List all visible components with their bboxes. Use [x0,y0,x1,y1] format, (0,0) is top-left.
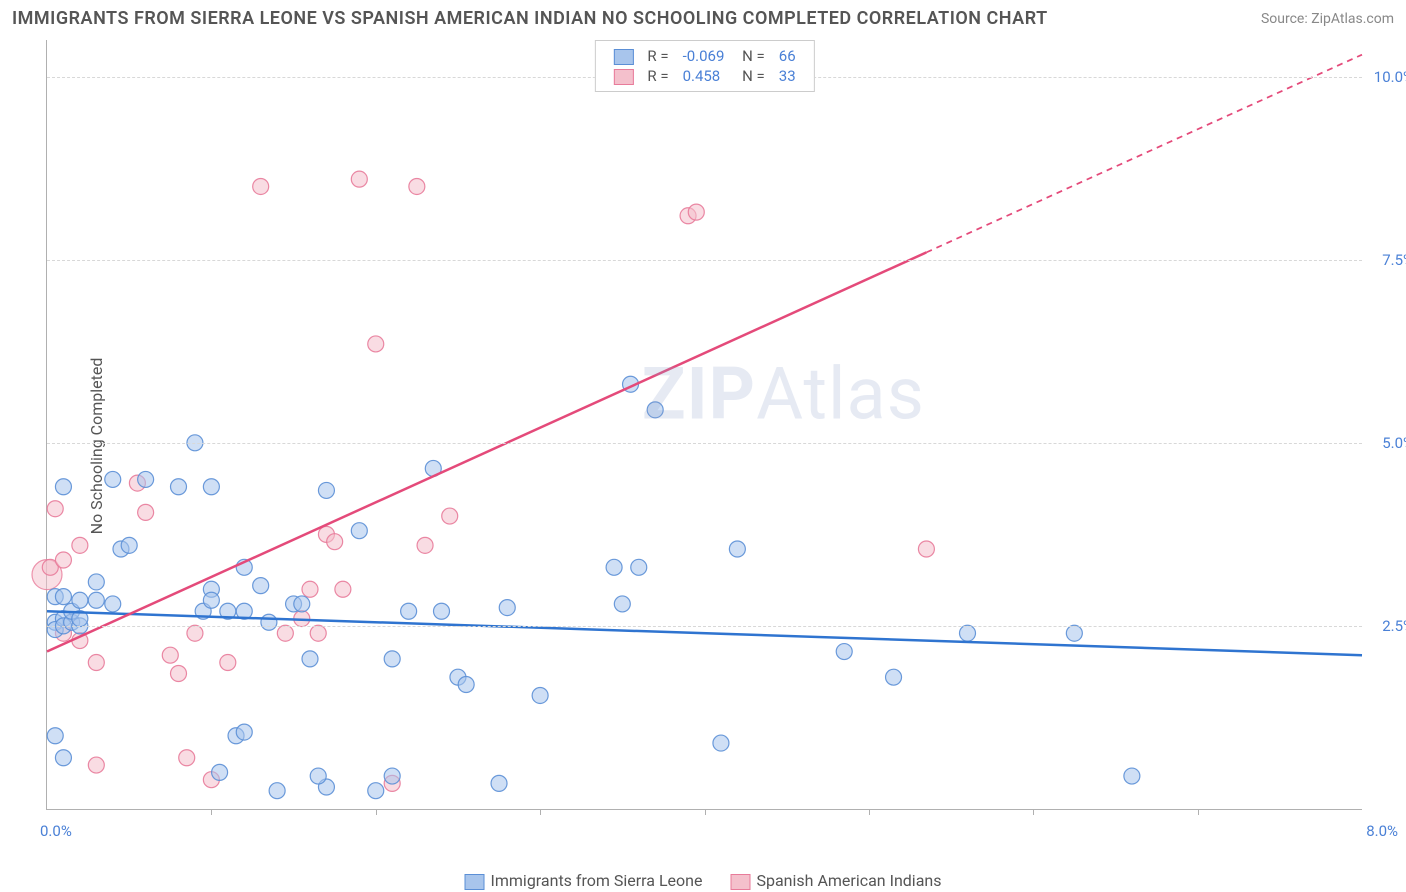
x-min-label: 0.0% [40,822,72,840]
source-text: Source: ZipAtlas.com [1261,11,1394,27]
legend-a-label: Immigrants from Sierra Leone [491,871,703,890]
chart-plot-area: R =-0.069 N =66 R =0.458 N =33 ZIPAtlas … [46,40,1362,810]
y-tick-label: 2.5% [1382,617,1406,635]
series-legend: Immigrants from Sierra Leone Spanish Ame… [465,871,942,890]
y-tick-label: 10.0% [1374,68,1406,86]
series-b-n: 33 [773,67,802,85]
legend-b-label: Spanish American Indians [756,871,941,890]
series-b-r: 0.458 [677,67,731,85]
series-a-r: -0.069 [677,47,731,65]
series-a-n: 66 [773,47,802,65]
y-tick-label: 5.0% [1382,434,1406,452]
chart-title: IMMIGRANTS FROM SIERRA LEONE VS SPANISH … [12,8,1048,29]
correlation-legend: R =-0.069 N =66 R =0.458 N =33 [594,40,814,92]
x-max-label: 8.0% [1366,822,1398,840]
scatter-svg [47,40,1362,809]
y-tick-label: 7.5% [1382,251,1406,269]
